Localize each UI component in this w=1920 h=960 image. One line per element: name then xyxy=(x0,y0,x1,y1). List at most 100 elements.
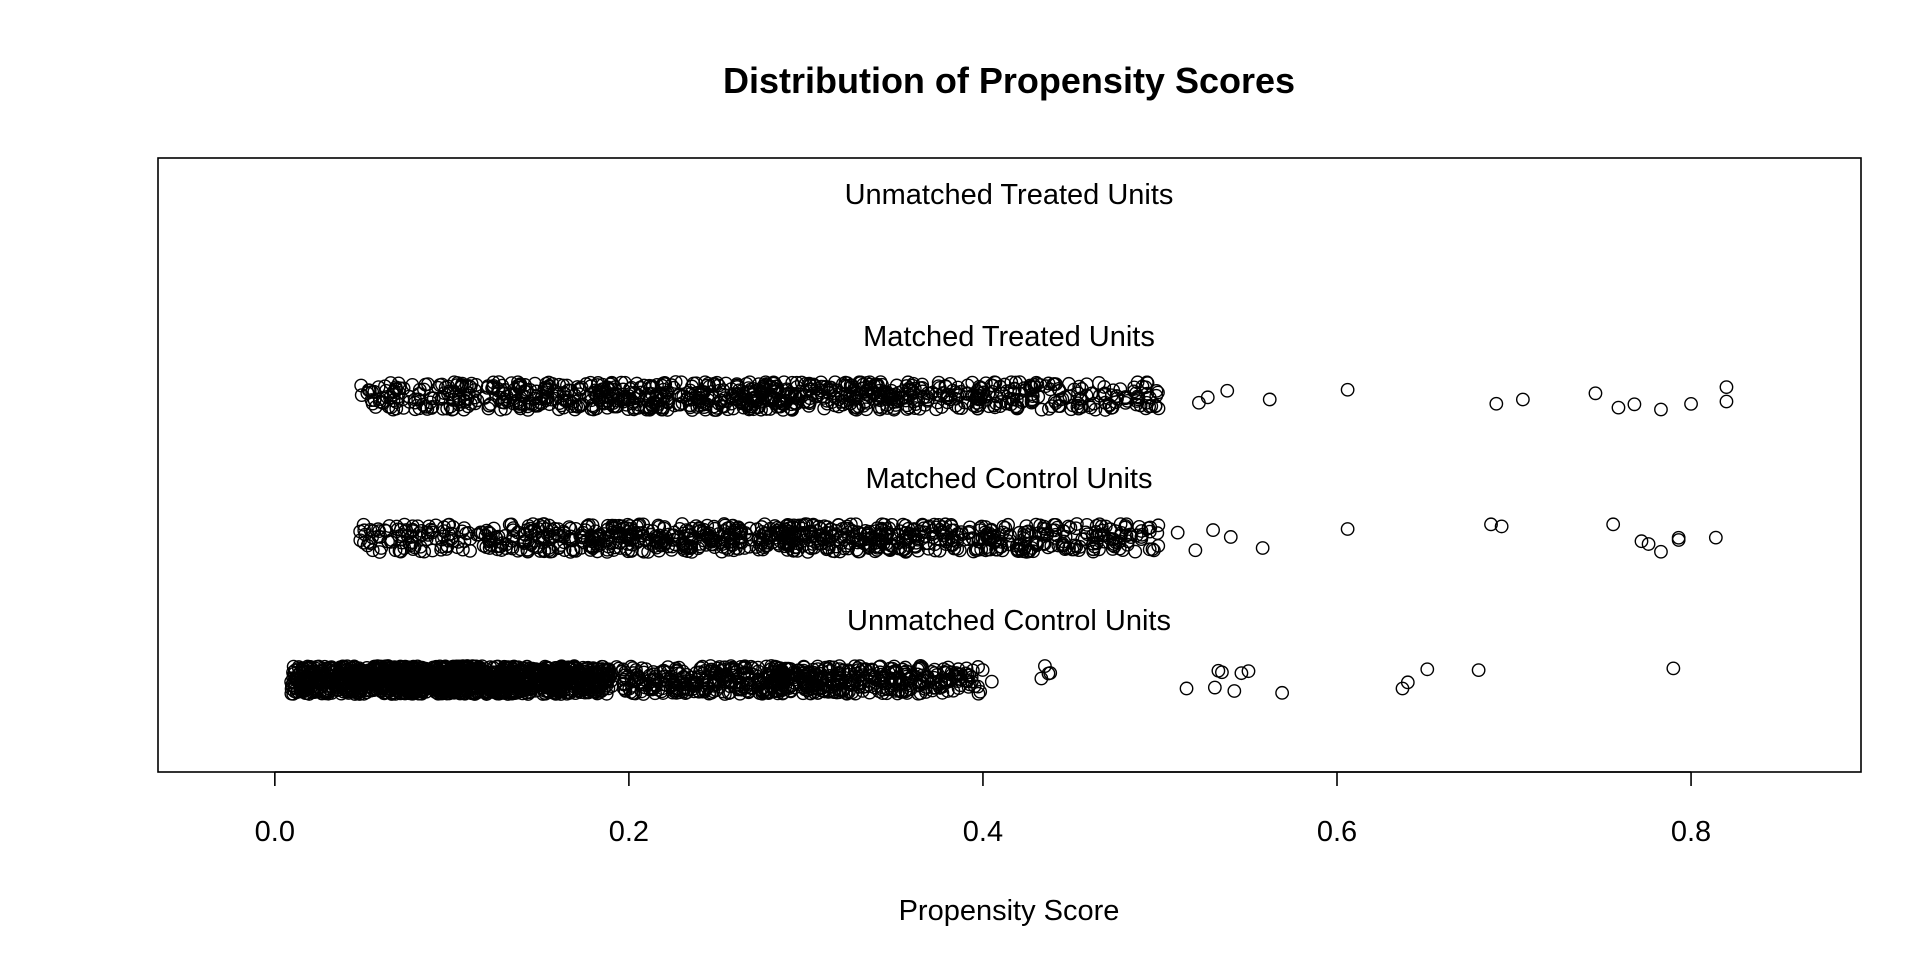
data-point xyxy=(744,393,759,408)
data-point xyxy=(838,521,852,536)
data-point xyxy=(787,533,801,548)
data-point xyxy=(378,685,393,700)
data-point xyxy=(974,542,989,557)
data-point xyxy=(593,664,608,679)
data-point xyxy=(867,670,882,685)
data-point xyxy=(1025,394,1040,409)
data-point xyxy=(802,382,816,397)
data-point xyxy=(845,685,860,700)
data-point xyxy=(972,398,987,412)
data-point xyxy=(443,399,458,414)
data-point xyxy=(892,683,906,698)
data-point xyxy=(609,660,624,674)
data-point xyxy=(1120,537,1135,552)
data-point xyxy=(1340,382,1355,397)
data-point xyxy=(707,378,721,392)
data-point xyxy=(658,529,673,544)
data-point xyxy=(421,673,436,688)
data-point xyxy=(454,677,469,691)
data-point xyxy=(1110,389,1124,404)
data-point xyxy=(504,540,519,554)
data-point xyxy=(618,682,632,697)
data-point xyxy=(668,375,683,389)
data-point xyxy=(887,402,901,417)
data-point xyxy=(1515,392,1530,407)
data-point xyxy=(583,670,597,685)
data-point xyxy=(637,378,651,393)
data-point xyxy=(971,679,985,694)
data-point xyxy=(1078,525,1093,540)
data-point xyxy=(540,660,555,675)
data-point xyxy=(701,376,716,391)
data-point xyxy=(882,521,897,536)
data-point xyxy=(473,675,488,690)
data-point xyxy=(360,538,375,553)
data-point xyxy=(333,682,348,697)
data-point xyxy=(874,521,889,536)
data-point xyxy=(364,683,378,698)
data-point xyxy=(947,541,962,556)
data-point xyxy=(353,533,368,548)
data-point xyxy=(884,387,899,402)
data-point xyxy=(1079,377,1094,392)
data-point xyxy=(990,542,1005,557)
data-point xyxy=(852,659,867,674)
group-label: Matched Treated Units xyxy=(863,321,1155,353)
data-point xyxy=(1105,542,1120,556)
data-point xyxy=(1147,543,1161,558)
data-point xyxy=(674,375,689,390)
data-point xyxy=(441,533,456,548)
data-point xyxy=(440,401,455,416)
data-point xyxy=(854,664,869,679)
data-point xyxy=(676,541,691,556)
data-point xyxy=(997,377,1012,392)
data-point xyxy=(731,520,746,535)
data-point xyxy=(828,390,843,405)
data-point xyxy=(806,377,821,392)
data-point xyxy=(425,543,440,558)
data-point xyxy=(656,382,671,397)
data-point xyxy=(649,679,663,693)
data-point xyxy=(750,392,765,407)
data-point xyxy=(1255,541,1270,555)
data-point xyxy=(491,375,506,390)
data-point xyxy=(738,680,753,695)
data-point xyxy=(1671,533,1686,547)
data-point xyxy=(454,685,469,700)
data-point xyxy=(981,532,996,547)
data-point xyxy=(367,384,382,399)
data-point xyxy=(446,520,460,534)
data-point xyxy=(675,396,690,410)
data-point xyxy=(455,376,470,391)
data-point xyxy=(435,532,449,547)
data-point xyxy=(899,398,914,413)
data-point xyxy=(354,388,369,403)
data-point xyxy=(809,678,824,692)
data-point xyxy=(288,663,303,678)
data-point xyxy=(604,375,619,390)
data-point xyxy=(917,529,932,543)
data-point xyxy=(813,680,828,695)
data-point xyxy=(1200,390,1215,405)
data-point xyxy=(420,525,435,540)
data-point xyxy=(882,542,897,557)
data-point xyxy=(583,375,598,390)
data-point xyxy=(828,523,843,538)
data-point xyxy=(737,666,752,681)
data-point xyxy=(1083,400,1098,415)
data-point xyxy=(784,401,799,416)
data-point xyxy=(1104,388,1119,403)
data-point xyxy=(1588,386,1603,401)
group-label: Unmatched Treated Units xyxy=(845,179,1174,211)
data-point xyxy=(616,662,631,677)
data-point xyxy=(533,395,548,410)
data-point xyxy=(1047,517,1061,532)
data-point xyxy=(592,393,607,407)
data-point xyxy=(436,667,451,681)
data-point xyxy=(1048,523,1062,538)
data-point xyxy=(806,517,821,532)
data-point xyxy=(709,400,724,415)
data-point xyxy=(738,659,752,674)
data-point xyxy=(1022,544,1036,559)
data-point xyxy=(512,397,527,411)
